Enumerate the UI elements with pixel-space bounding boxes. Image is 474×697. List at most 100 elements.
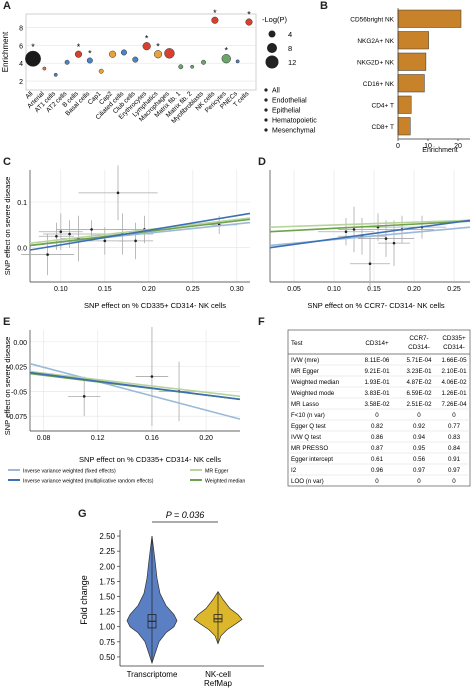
legend-label: MR Egger: [205, 469, 229, 475]
table-cell: 6.59E-02: [406, 390, 432, 397]
group-legend-dot: [264, 128, 268, 132]
row-label: Egger Q test: [291, 423, 326, 430]
point-nk-cells: [211, 16, 219, 24]
group-legend-dot: [264, 108, 268, 112]
table-header: CD314-: [408, 344, 430, 351]
point-ciliated-cells: [120, 49, 127, 56]
panel-e-chart: 0.08 0.12 0.16 0.20 0.00 -0.025 -0.05 -0.075 SN…: [3, 327, 245, 485]
y-tick-label: 2.25: [99, 547, 115, 556]
group-legend-label: All: [272, 88, 280, 95]
row-label: Weighted mode: [291, 390, 335, 397]
size-legend: 4 8 12: [265, 30, 296, 69]
table-cell: 1.93E-01: [364, 379, 390, 386]
y-tick-label: 0.1: [17, 200, 27, 207]
table-cell: 0.86: [371, 434, 384, 441]
bar: [397, 31, 429, 50]
x-tick-label: 0.30: [230, 286, 244, 293]
table-cell: 0: [375, 478, 379, 485]
fit-line-light-green: [269, 219, 471, 228]
row-label: I2: [291, 467, 297, 474]
table-cell: 3.23E-01: [406, 368, 432, 375]
x-tick-label: NK-cell: [205, 670, 231, 679]
data-point: [344, 230, 348, 234]
y-tick-label: 0.00: [13, 340, 27, 347]
fit-line-light-green: [29, 370, 241, 398]
y-tick-label: 1.75: [99, 577, 115, 586]
panel-label-f: F: [258, 316, 265, 328]
x-tick-label: 0.10: [327, 286, 341, 293]
table-cell: 7.26E-04: [441, 401, 467, 408]
panel-c-plot: 0.10 0.15 0.20 0.25 0.30 0.0 0.1: [17, 165, 251, 293]
table-cell: 0.92: [413, 423, 426, 430]
table-cell: 0.77: [448, 423, 461, 430]
table-cell: 0.84: [448, 445, 461, 452]
size-legend-dot: [268, 30, 276, 38]
data-point: [116, 191, 120, 195]
table-cell: 0.56: [413, 456, 426, 463]
fit-line-light-green: [29, 217, 251, 244]
table-cell: 0: [417, 412, 421, 419]
point-erythrocytes: [142, 42, 151, 51]
point-myofibroblasts: [201, 59, 206, 65]
group-legend-label: Mesenchymal: [272, 128, 316, 135]
y-tick-label: -0.025: [7, 365, 27, 372]
row-label: Weighted median: [291, 379, 340, 386]
y-tick-label: 2.00: [99, 562, 115, 571]
table-cell: 0.82: [371, 423, 384, 430]
panel-g-plot: 0.50 0.75 1.00 1.25 1.50 1.75 2.00 2.25 2.50 Tran…: [99, 510, 264, 688]
fit-line-green: [269, 220, 471, 233]
significance-star: *: [145, 33, 149, 43]
table-cell: 3.83E-01: [364, 390, 390, 397]
panel-e-ylabel: SNP effect on severe disease: [3, 337, 12, 436]
bar-label: CD16+ NK: [363, 81, 395, 88]
y-tick-label: -0.075: [7, 414, 27, 421]
point-at2-cells: [64, 59, 70, 65]
data-point: [134, 239, 137, 243]
table-cell: 0: [452, 412, 456, 419]
panel-label-g: G: [78, 508, 87, 520]
panel-e-legend: Inverse variance weighted (fixed effects…: [8, 469, 245, 485]
group-legend-label: Endothelial: [272, 98, 307, 105]
table-cell: 4.06E-02: [441, 379, 467, 386]
table-cell: 0: [375, 412, 379, 419]
data-point: [82, 395, 86, 398]
x-tick-label: 0: [396, 143, 400, 150]
data-point: [384, 237, 388, 240]
x-tick-label: Transcriptome: [127, 670, 178, 679]
size-legend-dot: [265, 55, 279, 69]
x-tick-label: 0.15: [367, 286, 381, 293]
panel-c-xlabel: SNP effect on % CD335+ CD314- NK cells: [84, 301, 226, 310]
bar-label: NKG2A+ NK: [357, 38, 394, 45]
panel-g-chart: 0.50 0.75 1.00 1.25 1.50 1.75 2.00 2.25 2.50 Tran…: [79, 510, 264, 688]
table-header: Test: [291, 340, 303, 347]
x-tick-label: 0.20: [199, 435, 213, 442]
data-point: [55, 234, 58, 238]
group-legend-label: Hematopoietic: [272, 118, 317, 125]
data-point: [90, 228, 93, 231]
point-matrix-fib-1: [178, 64, 184, 70]
table-cell: 5.71E-04: [406, 357, 432, 364]
point-arterial: [42, 66, 47, 71]
x-tick-label: 0.05: [287, 286, 301, 293]
point-cap2: [109, 50, 117, 58]
point-lymphatics: [153, 50, 163, 59]
group-legend: All Endothelial Epithelial Hematopoietic Mes…: [264, 88, 317, 135]
box: [213, 614, 223, 623]
x-tick-label: All: [24, 90, 34, 100]
x-tick-label: 0.15: [98, 286, 112, 293]
panel-a-y-axis: 2 4 6 8: [19, 25, 23, 86]
data-point: [46, 253, 49, 256]
bar-label: CD8+ T: [372, 124, 394, 131]
fit-line-blue: [29, 371, 241, 401]
significance-star: *: [247, 10, 251, 20]
data-point: [68, 232, 71, 236]
point-basal-cells: [86, 57, 93, 64]
table-cell: 0.87: [371, 445, 384, 452]
data-point: [352, 228, 356, 231]
bar-label: CD56bright NK: [350, 16, 394, 23]
point-at1-cells: [53, 72, 58, 77]
table-cell: 2.51E-02: [406, 401, 432, 408]
table-cell: 0: [452, 478, 456, 485]
panel-b-chart: CD56bright NK NKG2A+ NK NKG2D+ NK CD16+ NK C…: [350, 8, 470, 154]
table-cell: 3.58E-02: [364, 401, 390, 408]
